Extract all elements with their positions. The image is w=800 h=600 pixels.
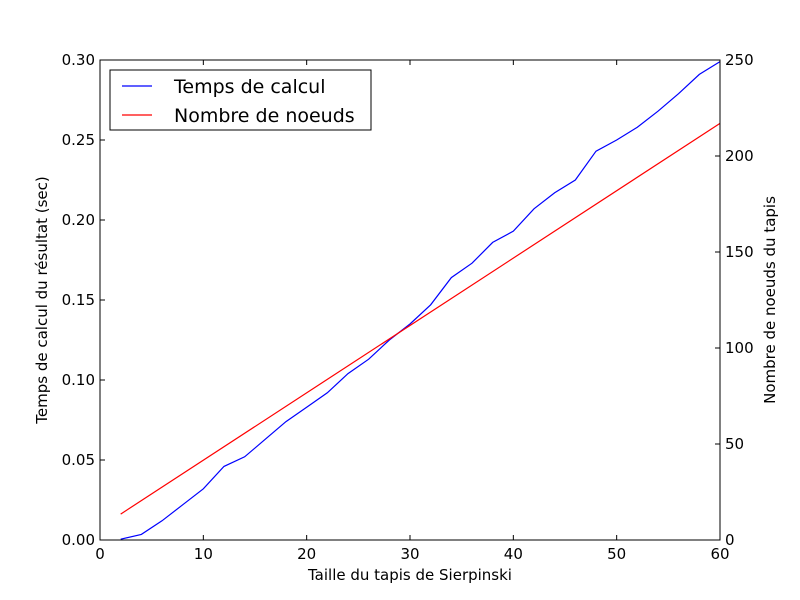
legend-label-temps-de-calcul: Temps de calcul: [173, 76, 326, 98]
legend: Temps de calcul Nombre de noeuds: [109, 69, 372, 131]
x-axis-ticks: 0 10 20 30 40 50 60: [95, 60, 730, 563]
y-tick-label-left: 0.20: [62, 211, 95, 229]
y-tick-label-right: 250: [725, 51, 754, 69]
x-tick-label: 40: [504, 545, 523, 563]
x-tick-label: 20: [297, 545, 316, 563]
x-axis-label: Taille du tapis de Sierpinski: [307, 566, 512, 584]
x-tick-label: 0: [95, 545, 105, 563]
y-tick-label-left: 0.10: [62, 371, 95, 389]
series-line-temps-de-calcul: [120, 61, 721, 540]
y-tick-label-right: 200: [725, 147, 754, 165]
y-tick-label-left: 0.30: [62, 51, 95, 69]
y-tick-label-left: 0.05: [62, 451, 95, 469]
x-tick-label: 10: [194, 545, 213, 563]
y-tick-label-left: 0.25: [62, 131, 95, 149]
y-axis-left-ticks: 0.00 0.05 0.10 0.15 0.20 0.25 0.30: [62, 51, 105, 549]
y-tick-label-left: 0.00: [62, 531, 95, 549]
series-line-nombre-de-noeuds: [120, 122, 721, 515]
y-tick-label-right: 150: [725, 243, 754, 261]
y-tick-label-right: 100: [725, 339, 754, 357]
legend-box: [109, 69, 372, 131]
y-axis-right-ticks: 0 50 100 150 200 250: [715, 51, 754, 549]
plot-background: [100, 60, 720, 540]
y-axis-right-label: Nombre de noeuds du tapis: [761, 196, 779, 404]
x-tick-label: 50: [607, 545, 626, 563]
y-tick-label-left: 0.15: [62, 291, 95, 309]
y-axis-left-label: Temps de calcul du résultat (sec): [33, 176, 51, 424]
series-lines: [120, 61, 721, 540]
x-tick-label: 60: [710, 545, 729, 563]
y-tick-label-right: 0: [725, 531, 735, 549]
x-tick-label: 30: [400, 545, 419, 563]
legend-label-nombre-de-noeuds: Nombre de noeuds: [174, 105, 355, 127]
y-tick-label-right: 50: [725, 435, 744, 453]
